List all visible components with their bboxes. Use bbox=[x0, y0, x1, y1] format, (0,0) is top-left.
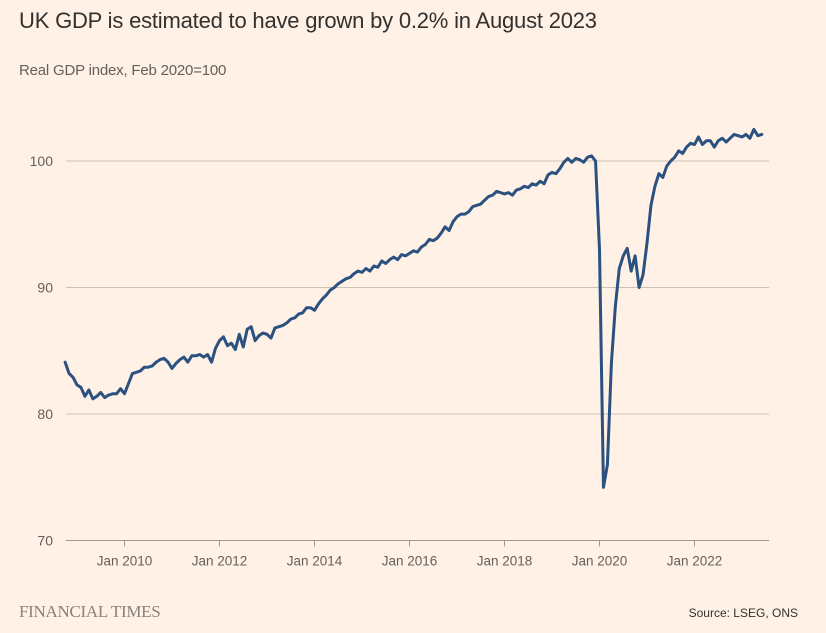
y-tick-label: 70 bbox=[37, 533, 53, 549]
series-layer bbox=[63, 127, 764, 489]
x-tick-label: Jan 2018 bbox=[477, 554, 533, 569]
x-tick-label: Jan 2020 bbox=[572, 554, 628, 569]
y-axis: 70 80 90 100 bbox=[30, 153, 54, 549]
x-tick-label: Jan 2010 bbox=[97, 554, 153, 569]
series-line-real-gdp-index bbox=[63, 127, 764, 489]
x-tick-label: Jan 2016 bbox=[382, 554, 438, 569]
chart-title: UK GDP is estimated to have grown by 0.2… bbox=[19, 8, 597, 33]
x-tick-label: Jan 2014 bbox=[287, 554, 343, 569]
ft-logo: FINANCIAL TIMES bbox=[19, 602, 161, 621]
x-tick-label: Jan 2012 bbox=[192, 554, 248, 569]
x-axis: Jan 2010 Jan 2012 Jan 2014 Jan 2016 Jan 2018… bbox=[97, 540, 723, 569]
gridlines bbox=[66, 160, 769, 541]
y-tick-label: 100 bbox=[30, 153, 54, 169]
y-tick-label: 90 bbox=[37, 280, 53, 296]
y-tick-label: 80 bbox=[37, 406, 53, 422]
source-note: Source: LSEG, ONS bbox=[688, 606, 798, 620]
x-tick-label: Jan 2022 bbox=[667, 554, 723, 569]
chart-subtitle: Real GDP index, Feb 2020=100 bbox=[19, 62, 227, 79]
